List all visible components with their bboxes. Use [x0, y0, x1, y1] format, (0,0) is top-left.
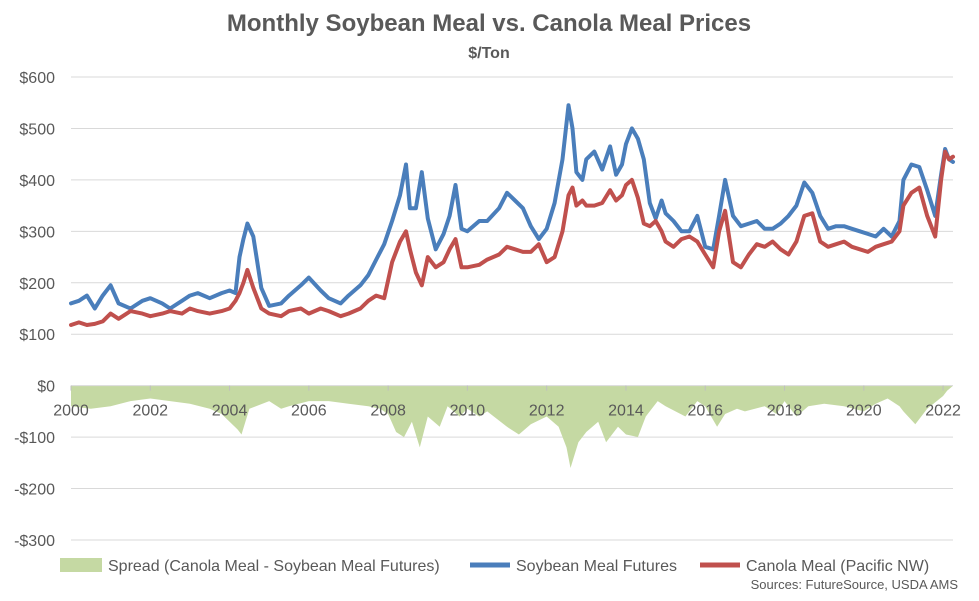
- x-tick-label: 2018: [767, 403, 803, 420]
- x-tick-label: 2002: [132, 403, 168, 420]
- gridlines: [71, 76, 953, 541]
- chart-subtitle: $/Ton: [468, 45, 509, 62]
- x-tick-label: 2012: [529, 403, 565, 420]
- x-tick-label: 2010: [450, 403, 486, 420]
- legend-label-spread: Spread (Canola Meal - Soybean Meal Futur…: [108, 558, 440, 575]
- legend: Spread (Canola Meal - Soybean Meal Futur…: [60, 558, 929, 575]
- x-tick-label: 2016: [687, 403, 723, 420]
- canola-meal-line: [69, 149, 955, 327]
- legend-label-soybean: Soybean Meal Futures: [516, 558, 677, 575]
- y-tick-label: $500: [19, 121, 55, 138]
- x-tick-label: 2006: [291, 403, 327, 420]
- chart-title: Monthly Soybean Meal vs. Canola Meal Pri…: [227, 10, 751, 37]
- x-tick-label: 2020: [846, 403, 882, 420]
- legend-swatch-spread: [60, 558, 102, 572]
- y-tick-label: $200: [19, 276, 55, 293]
- spread-area-layer: [71, 385, 953, 468]
- y-tick-label: -$100: [14, 430, 55, 447]
- price-lines-layer: [69, 103, 955, 327]
- y-tick-label: $100: [19, 327, 55, 344]
- spread-area: [71, 385, 953, 468]
- y-tick-label: $300: [19, 224, 55, 241]
- y-axis: -$300 -$200 -$100 $0 $100 $200 $300 $400 $500 $60…: [14, 70, 55, 550]
- y-tick-label: -$200: [14, 482, 55, 499]
- legend-label-canola: Canola Meal (Pacific NW): [746, 558, 929, 575]
- x-tick-label: 2022: [925, 403, 961, 420]
- x-tick-label: 2008: [370, 403, 406, 420]
- y-tick-label: $0: [37, 379, 55, 396]
- x-tick-label: 2000: [53, 403, 89, 420]
- x-axis: 2000 2002 2004 2006 2008 2010 2012 2014 2016 2018…: [53, 385, 961, 420]
- y-tick-label: $600: [19, 70, 55, 87]
- source-note: Sources: FutureSource, USDA AMS: [751, 577, 959, 592]
- x-tick-label: 2014: [608, 403, 644, 420]
- x-tick-label: 2004: [212, 403, 248, 420]
- y-tick-label: -$300: [14, 533, 55, 550]
- y-tick-label: $400: [19, 173, 55, 190]
- soybean-meal-line: [69, 103, 955, 311]
